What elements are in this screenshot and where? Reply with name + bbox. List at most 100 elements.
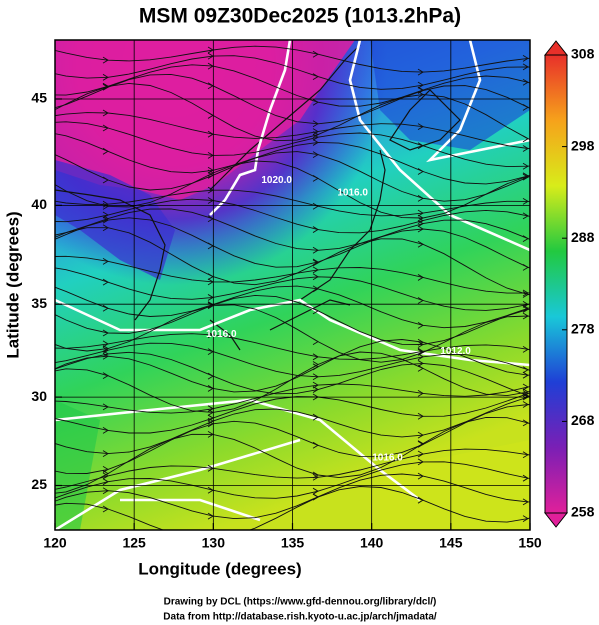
x-tick-label: 120 bbox=[43, 535, 67, 551]
stream-arrow bbox=[102, 278, 109, 286]
contour-label: 1016.0 bbox=[372, 452, 403, 463]
stream-arrow bbox=[522, 312, 529, 320]
x-axis-label: Longitude (degrees) bbox=[138, 559, 301, 578]
colorbar-extend bbox=[543, 512, 569, 528]
streamline bbox=[55, 189, 530, 217]
stream-arrow bbox=[102, 472, 109, 480]
stream-arrow bbox=[102, 450, 109, 458]
stream-arrow bbox=[522, 145, 529, 152]
stream-arrow bbox=[312, 285, 319, 293]
stream-arrow bbox=[417, 214, 424, 222]
stream-arrow bbox=[417, 142, 424, 150]
stream-arrow bbox=[102, 329, 109, 337]
stream-arrow bbox=[102, 350, 109, 358]
x-tick-label: 145 bbox=[439, 535, 463, 551]
stream-arrow bbox=[312, 128, 319, 136]
streamline bbox=[55, 255, 530, 294]
stream-arrow bbox=[417, 341, 424, 348]
stream-arrow bbox=[312, 174, 319, 182]
stream-arrow bbox=[417, 194, 424, 202]
stream-arrow bbox=[417, 360, 424, 367]
stream-arrow bbox=[102, 124, 109, 132]
streamline bbox=[55, 339, 530, 393]
colorbar-tick-label: 258 bbox=[571, 504, 595, 520]
stream-arrow bbox=[102, 372, 109, 380]
stream-arrow bbox=[102, 224, 109, 232]
credit: Drawing by DCL (https://www.gfd-dennou.o… bbox=[164, 597, 437, 608]
stream-arrow bbox=[417, 412, 424, 420]
stream-arrow bbox=[417, 338, 424, 346]
colorbar-tick-label: 308 bbox=[571, 46, 595, 62]
stream-arrow bbox=[312, 50, 319, 58]
stream-arrow bbox=[102, 487, 109, 495]
stream-arrow bbox=[102, 257, 109, 265]
stream-arrow bbox=[417, 209, 424, 217]
stream-arrow bbox=[312, 246, 319, 254]
stream-arrow bbox=[312, 413, 319, 421]
stream-arrow bbox=[312, 259, 319, 267]
stream-arrow bbox=[522, 515, 529, 522]
stream-arrow bbox=[417, 450, 424, 458]
streamline bbox=[55, 82, 530, 142]
stream-arrow bbox=[522, 345, 529, 353]
stream-arrow bbox=[417, 123, 424, 131]
stream-arrow bbox=[312, 361, 319, 368]
stream-arrow bbox=[312, 139, 319, 146]
colorbar bbox=[544, 54, 568, 514]
stream-arrow bbox=[522, 291, 529, 298]
x-tick-label: 125 bbox=[122, 535, 146, 551]
stream-arrow bbox=[102, 470, 109, 477]
stream-arrow bbox=[522, 173, 529, 181]
streamline bbox=[55, 351, 530, 397]
stream-arrow bbox=[312, 338, 319, 345]
stream-arrow bbox=[417, 168, 424, 175]
streamline bbox=[55, 267, 530, 311]
streamline bbox=[55, 351, 530, 413]
stream-arrow bbox=[102, 403, 109, 411]
stream-arrow bbox=[312, 273, 319, 281]
stream-arrow bbox=[312, 98, 319, 106]
stream-arrow bbox=[522, 263, 529, 271]
stream-arrow bbox=[522, 371, 529, 379]
stream-arrow bbox=[102, 176, 109, 184]
stream-arrow bbox=[417, 321, 424, 329]
colorbar-tick-label: 298 bbox=[571, 137, 595, 153]
stream-arrow bbox=[312, 133, 319, 141]
stream-arrow bbox=[312, 120, 319, 128]
streamline bbox=[55, 198, 530, 234]
stream-arrow bbox=[312, 381, 319, 389]
stream-arrow bbox=[417, 220, 424, 227]
stream-arrow bbox=[522, 135, 529, 143]
x-tick-label: 150 bbox=[518, 535, 542, 551]
streamline bbox=[55, 304, 530, 363]
streamline bbox=[55, 294, 530, 345]
stream-arrow bbox=[102, 200, 109, 208]
streamline bbox=[55, 121, 530, 168]
stream-arrow bbox=[522, 388, 529, 396]
stream-arrow bbox=[312, 307, 319, 315]
stream-arrow bbox=[312, 353, 319, 361]
stream-arrow bbox=[522, 474, 529, 482]
stream-arrow bbox=[417, 496, 424, 504]
stream-arrow bbox=[522, 419, 529, 427]
stream-arrow bbox=[522, 162, 529, 170]
stream-arrow bbox=[522, 235, 529, 242]
stream-arrow bbox=[102, 340, 109, 348]
x-tick-label: 140 bbox=[360, 535, 384, 551]
streamline bbox=[55, 151, 530, 202]
y-tick-label: 30 bbox=[31, 388, 47, 404]
stream-arrow bbox=[522, 63, 529, 71]
stream-arrow bbox=[522, 306, 529, 313]
y-tick-label: 35 bbox=[31, 295, 47, 311]
streamline bbox=[55, 133, 530, 185]
stream-arrow bbox=[102, 345, 109, 352]
streamline bbox=[55, 342, 530, 378]
stream-arrow bbox=[417, 225, 424, 233]
stream-arrow bbox=[417, 472, 424, 480]
stream-arrow bbox=[522, 401, 529, 408]
streamline bbox=[55, 112, 530, 150]
stream-arrow bbox=[522, 103, 529, 111]
stream-arrow bbox=[102, 109, 109, 117]
stream-arrow bbox=[102, 73, 109, 81]
stream-arrow bbox=[417, 68, 424, 76]
